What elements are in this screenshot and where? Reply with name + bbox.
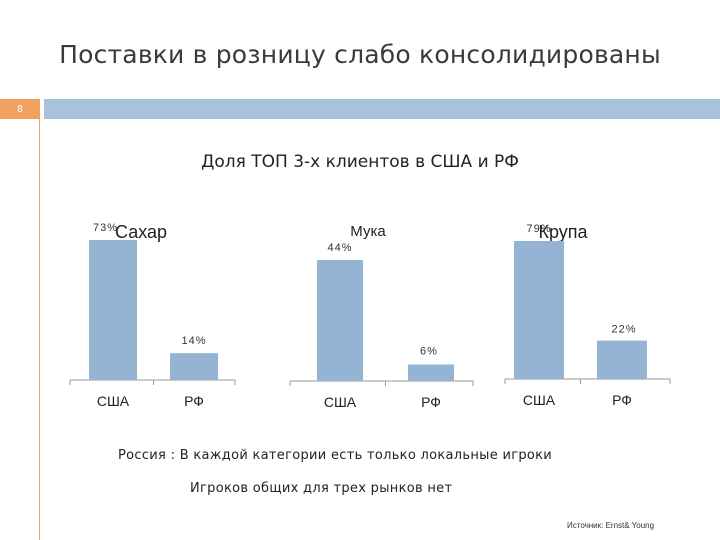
bar-sugar-rf [170,353,218,380]
category-label-grain-rf: РФ [612,392,632,408]
bar-sugar-usa [89,240,137,380]
note-no-common-players: Игроков общих для трех рынков нет [190,481,453,496]
data-label-grain-usa: 79% [526,223,551,235]
chart-title-grain: Крупа [538,222,588,242]
source-note: Источник: Ernst& Young [567,521,655,530]
slide-title: Поставки в розницу слабо консолидированы [59,40,661,69]
header-band [44,99,720,119]
category-label-flour-rf: РФ [421,394,441,410]
data-label-flour-usa: 44% [327,242,352,254]
category-label-sugar-rf: РФ [184,393,204,409]
data-label-grain-rf: 22% [611,324,636,336]
chart-title-sugar: Сахар [115,222,167,242]
category-label-sugar-usa: США [97,393,130,409]
note-russia: Россия : В каждой категории есть только … [118,448,553,463]
data-label-flour-rf: 6% [420,346,438,358]
category-label-grain-usa: США [523,392,556,408]
data-label-sugar-rf: 14% [181,335,206,347]
data-label-sugar-usa: 73% [93,222,118,234]
category-label-flour-usa: США [324,394,357,410]
bar-flour-usa [317,260,363,381]
slide-number: 8 [0,99,40,119]
left-rule [39,119,40,540]
bar-grain-rf [597,340,647,379]
chart-title-flour: Мука [350,223,386,240]
bar-grain-usa [514,241,564,379]
bar-flour-rf [408,364,454,381]
charts-subtitle: Доля ТОП 3-х клиентов в США и РФ [201,152,519,172]
